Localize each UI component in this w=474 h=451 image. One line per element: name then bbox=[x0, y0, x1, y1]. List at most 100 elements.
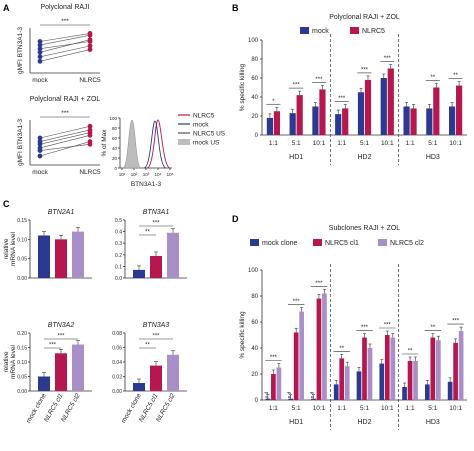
nlrc5-point bbox=[87, 39, 93, 44]
sig-label: *** bbox=[361, 67, 369, 73]
bar bbox=[271, 374, 276, 400]
pair-line bbox=[39, 126, 91, 139]
tick-label: mock bbox=[32, 77, 48, 84]
bar bbox=[335, 114, 342, 135]
hist-ytick-label: 0 bbox=[114, 166, 117, 171]
bar-chart-title: Subclones RAJI + ZOL bbox=[329, 225, 401, 232]
sig-label: *** bbox=[49, 343, 57, 349]
bar bbox=[299, 311, 305, 400]
mrna-plot-title: BTN3A2 bbox=[48, 322, 75, 329]
group-label: HD2 bbox=[357, 154, 371, 161]
category-label: 5:1 bbox=[360, 405, 369, 412]
sig-label: *** bbox=[293, 299, 301, 305]
bar bbox=[266, 117, 273, 135]
sig-label: *** bbox=[452, 319, 460, 325]
bar-ylabel: % specific killing bbox=[239, 63, 246, 111]
mrna-ytick-label: 0.05 bbox=[17, 375, 27, 381]
category-label: 10:1 bbox=[313, 405, 326, 412]
sig-label: *** bbox=[61, 18, 69, 25]
bar-ylabel: % specific killing bbox=[239, 311, 246, 359]
scatter-ylabel: gMFI BTN3A1-3 bbox=[17, 27, 24, 74]
bar bbox=[333, 384, 339, 400]
tick-label: NLRC5 bbox=[79, 169, 101, 176]
hist-ytick-label: 40 bbox=[112, 146, 118, 151]
nd-label: n.d bbox=[264, 391, 269, 398]
hist-xtick-label: 10⁴ bbox=[155, 172, 162, 177]
mock-point bbox=[37, 145, 43, 151]
tick-label: NLRC5 bbox=[79, 77, 101, 84]
nlrc5-point bbox=[87, 31, 93, 36]
bar-ytick-label: 100 bbox=[248, 268, 259, 274]
category-label: 1:1 bbox=[406, 140, 415, 147]
mock-point bbox=[37, 153, 43, 159]
mrna-bar bbox=[167, 354, 179, 391]
category-label: 1:1 bbox=[269, 405, 278, 412]
bar bbox=[316, 298, 322, 400]
mrna-ylabel-line2: mRNA level bbox=[10, 344, 17, 379]
bar bbox=[410, 108, 417, 135]
legend-label: NLRC5 cl2 bbox=[390, 240, 424, 247]
sig-label: *** bbox=[270, 355, 278, 361]
mrna-ytick-label: 0.05 bbox=[17, 257, 27, 263]
bar bbox=[433, 87, 440, 135]
sig-label: ** bbox=[339, 346, 344, 352]
nlrc5-curve bbox=[146, 119, 171, 169]
bar bbox=[413, 361, 418, 400]
mrna-ytick-label: 0.02 bbox=[112, 375, 122, 381]
bar-chart-title: Polyclonal RAJI + ZOL bbox=[329, 14, 400, 21]
bar-ytick-label: 0 bbox=[255, 133, 259, 139]
group-label: HD3 bbox=[426, 154, 440, 161]
mrna-ytick-label: 0.00 bbox=[17, 389, 27, 395]
bar bbox=[453, 342, 458, 400]
category-label: 10:1 bbox=[313, 140, 326, 147]
sig-label: ** bbox=[408, 349, 413, 355]
bar bbox=[342, 108, 349, 135]
mrna-ytick-label: 0.06 bbox=[112, 346, 122, 352]
hist-xlabel: BTN3A1-3 bbox=[131, 181, 162, 188]
legend-label: mock bbox=[312, 28, 329, 35]
sig-label: * bbox=[272, 99, 275, 105]
pair-line bbox=[39, 33, 91, 42]
panel-label-b: B bbox=[232, 3, 239, 13]
category-label: 5:1 bbox=[360, 140, 369, 147]
mrna-bar bbox=[55, 239, 67, 278]
bar-ytick-label: 40 bbox=[251, 346, 258, 352]
pair-line bbox=[39, 132, 91, 145]
mrna-ytick-label: 0.15 bbox=[17, 346, 27, 352]
bar bbox=[319, 89, 326, 135]
category-label: 1:1 bbox=[337, 405, 346, 412]
mrna-bar bbox=[133, 383, 145, 391]
sig-label: ** bbox=[430, 75, 435, 81]
sig-label: *** bbox=[361, 325, 369, 331]
bar bbox=[407, 361, 413, 400]
mrna-plot-title: BTN2A1 bbox=[48, 209, 75, 216]
mock-point bbox=[37, 49, 43, 55]
hist-xtick-label: 10⁵ bbox=[167, 172, 174, 177]
bar bbox=[384, 335, 390, 400]
nlrc5-point bbox=[87, 141, 93, 147]
panel-label-a: A bbox=[3, 3, 10, 13]
hist-ylabel: % of Max bbox=[101, 129, 108, 157]
mrna-ytick-label: 0.15 bbox=[17, 218, 27, 224]
mrna-ytick-label: 0.1 bbox=[115, 264, 122, 270]
bar-ytick-label: 20 bbox=[251, 114, 258, 120]
bar-ytick-label: 80 bbox=[251, 57, 258, 63]
bar bbox=[380, 78, 387, 135]
sig-label: *** bbox=[315, 281, 323, 287]
bar bbox=[447, 381, 453, 400]
legend-label: NLRC5 bbox=[362, 28, 385, 35]
legend-label: NLRC5 bbox=[193, 113, 215, 120]
category-label: 10:1 bbox=[381, 405, 394, 412]
bar bbox=[379, 363, 385, 400]
bar bbox=[435, 340, 441, 400]
bar bbox=[403, 106, 410, 135]
hist-xtick-label: 10² bbox=[131, 172, 138, 177]
bar bbox=[402, 387, 407, 400]
sig-label: *** bbox=[338, 96, 346, 102]
sig-label: ** bbox=[453, 73, 458, 79]
legend-swatch bbox=[313, 239, 322, 246]
sig-label: ** bbox=[145, 343, 150, 349]
mrna-ytick-label: 0.4 bbox=[115, 230, 122, 236]
category-label: 10:1 bbox=[381, 140, 394, 147]
